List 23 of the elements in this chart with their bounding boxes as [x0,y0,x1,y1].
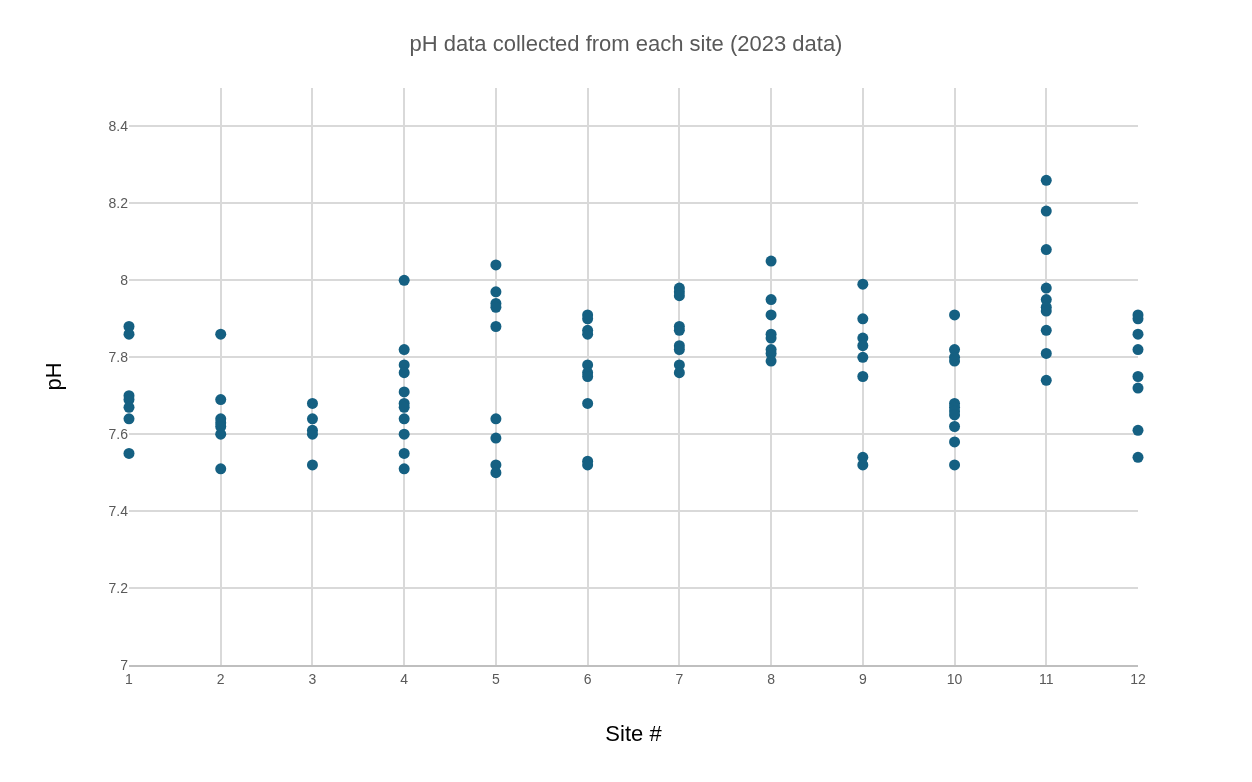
y-tick-label: 8 [120,272,129,289]
x-tick-label: 11 [1039,670,1054,687]
y-tick-label: 7.4 [108,503,129,520]
x-axis-title: Site # [605,720,663,746]
y-tick-label: 7.6 [108,426,129,443]
x-tick-label: 4 [400,670,409,687]
x-tick-label: 8 [767,670,776,687]
x-tick-label: 1 [125,670,134,687]
y-axis-title: pH [41,362,67,391]
x-tick-label: 5 [492,670,501,687]
y-tick-label: 7 [120,656,129,673]
x-tick-label: 3 [308,670,317,687]
y-tick-label: 8.4 [108,118,129,135]
x-tick-label: 6 [583,670,592,687]
y-tick-label: 7.2 [108,579,129,596]
x-tick-label: 12 [1130,670,1146,687]
x-tick-label: 2 [216,670,225,687]
y-tick-label: 8.2 [108,195,129,212]
chart-title: pH data collected from each site (2023 data) [409,30,843,56]
x-tick-label: 7 [675,670,684,687]
y-tick-label: 7.8 [108,349,129,366]
x-tick-label: 10 [946,670,963,687]
x-tick-label: 9 [858,670,867,687]
